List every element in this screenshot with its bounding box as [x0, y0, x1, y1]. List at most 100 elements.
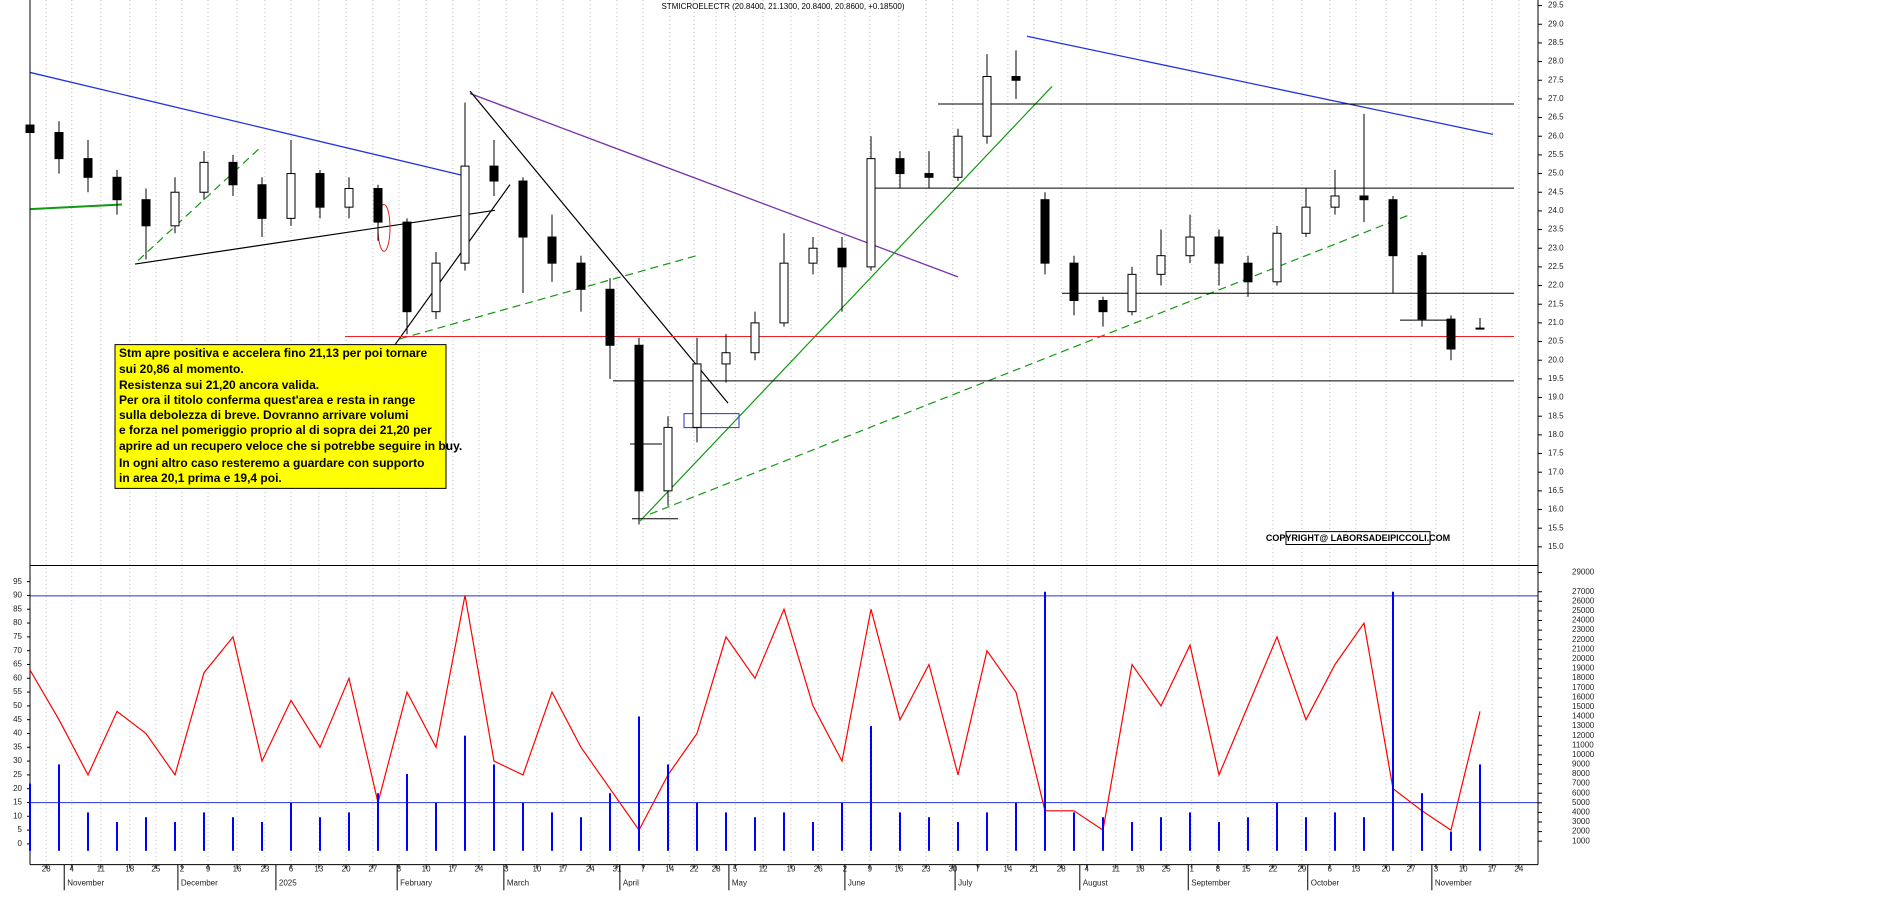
- y-tick-label: 20: [13, 784, 22, 793]
- candle-body: [982, 76, 992, 137]
- x-tick-label: 11: [1112, 864, 1121, 873]
- month-label: October: [1311, 878, 1340, 887]
- volume-bar: [1334, 812, 1336, 851]
- y2-tick-label: 23000: [1572, 625, 1595, 634]
- y-tick-label: 5: [18, 825, 23, 834]
- y-tick-label: 80: [13, 618, 22, 627]
- y2-tick-label: 12000: [1572, 731, 1595, 740]
- x-tick-label: 30: [948, 864, 957, 873]
- candle-body: [1475, 327, 1485, 330]
- volume-bar: [1044, 591, 1046, 851]
- volume-bar: [145, 817, 147, 851]
- candle-body: [431, 262, 441, 313]
- x-tick-label: 12: [759, 864, 768, 873]
- month-label: November: [1435, 878, 1472, 887]
- oscillator-line: [29, 595, 1481, 832]
- x-tick-label: 5: [733, 864, 738, 873]
- y-tick-label: 90: [13, 591, 22, 600]
- x-tick-label: 4: [70, 864, 75, 873]
- candle-body: [489, 165, 499, 182]
- x-tick-label: 23: [260, 864, 269, 873]
- y-tick-label: 35: [13, 742, 22, 751]
- x-tick-label: 13: [314, 864, 323, 873]
- x-tick-label: 20: [342, 864, 351, 873]
- candle-body: [808, 247, 818, 264]
- volume-bar: [1247, 817, 1249, 851]
- volume-bar: [1102, 817, 1104, 851]
- x-tick-label: 21: [1030, 864, 1039, 873]
- trend-line: [30, 72, 462, 175]
- candle-body: [286, 173, 296, 219]
- comment-line: e forza nel pomeriggio proprio al di sop…: [119, 423, 432, 437]
- x-tick-label: 17: [1488, 864, 1497, 873]
- candle-body: [315, 173, 325, 208]
- y-tick-label: 65: [13, 660, 22, 669]
- candle-body: [1214, 236, 1224, 264]
- trend-line: [138, 146, 262, 261]
- volume-bar: [580, 817, 582, 851]
- y2-tick-label: 6000: [1572, 788, 1590, 797]
- y-tick-label: 22.5: [1548, 262, 1564, 271]
- month-label: May: [732, 878, 747, 887]
- month-label: December: [181, 878, 218, 887]
- x-tick-label: 24: [586, 864, 595, 873]
- x-tick-label: 28: [42, 864, 51, 873]
- y-tick-label: 22.0: [1548, 281, 1564, 290]
- volume-bar: [203, 812, 205, 851]
- y2-tick-label: 10000: [1572, 750, 1595, 759]
- y-tick-label: 21.0: [1548, 318, 1564, 327]
- y-tick-label: 20.0: [1548, 355, 1564, 364]
- volume-bar: [899, 812, 901, 851]
- month-label: July: [958, 878, 972, 887]
- candle-body: [83, 158, 93, 178]
- trend-line: [640, 86, 1052, 521]
- comment-line: aprire ad un recupero veloce che si potr…: [119, 439, 462, 453]
- y-tick-label: 55: [13, 687, 22, 696]
- volume-bar: [58, 764, 60, 851]
- y-tick-label: 19.5: [1548, 374, 1564, 383]
- candle-body: [518, 180, 528, 238]
- candle-body: [750, 322, 760, 354]
- candle-body: [112, 176, 122, 201]
- x-tick-label: 24: [474, 864, 483, 873]
- y2-tick-label: 14000: [1572, 712, 1595, 721]
- candle-body: [170, 191, 180, 227]
- y2-tick-label: 4000: [1572, 808, 1590, 817]
- grid-layer: [45, 0, 1520, 865]
- y-tick-label: 18.5: [1548, 411, 1564, 420]
- candle-body: [257, 184, 267, 219]
- volume-bar: [1015, 802, 1017, 851]
- volume-bar: [754, 817, 756, 851]
- y-tick-label: 29.0: [1548, 19, 1564, 28]
- x-tick-label: 22: [690, 864, 699, 873]
- volume-bar: [1363, 817, 1365, 851]
- x-tick-label: 10: [532, 864, 541, 873]
- volume-bar: [319, 817, 321, 851]
- y-tick-label: 25.5: [1548, 150, 1564, 159]
- x-tick-label: 1: [1190, 864, 1195, 873]
- month-label: 2025: [279, 878, 297, 887]
- y-tick-label: 95: [13, 577, 22, 586]
- candle-body: [1127, 273, 1137, 313]
- x-tick-label: 16: [894, 864, 903, 873]
- candle-body: [1330, 195, 1340, 208]
- volume-bar: [406, 774, 408, 851]
- volume-bar: [348, 812, 350, 851]
- y2-tick-label: 8000: [1572, 769, 1590, 778]
- y-tick-label: 19.0: [1548, 393, 1564, 402]
- x-tick-label: 25: [151, 864, 160, 873]
- month-label: March: [507, 878, 529, 887]
- y2-tick-label: 16000: [1572, 692, 1595, 701]
- volume-bar: [377, 793, 379, 851]
- volume-bar: [522, 802, 524, 851]
- x-tick-label: 9: [206, 864, 211, 873]
- comment-line: Per ora il titolo conferma quest'area e …: [119, 393, 416, 407]
- copyright: COPYRIGHT@ LABORSADEIPICCOLI.COM: [1266, 533, 1450, 543]
- candle-body: [866, 158, 876, 268]
- volume-bar: [928, 817, 930, 851]
- candle-body: [402, 221, 412, 313]
- y2-tick-label: 20000: [1572, 654, 1595, 663]
- candle-body: [779, 262, 789, 324]
- y-tick-label: 15.5: [1548, 523, 1564, 532]
